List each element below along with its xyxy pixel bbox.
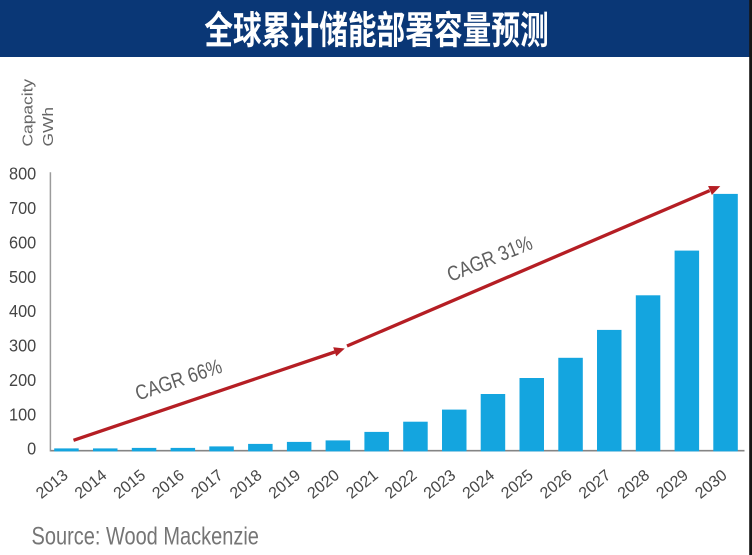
svg-text:0: 0 xyxy=(27,438,36,459)
svg-text:GWh: GWh xyxy=(41,107,56,147)
svg-text:300: 300 xyxy=(9,335,36,356)
svg-text:100: 100 xyxy=(9,404,36,425)
svg-text:400: 400 xyxy=(9,300,36,321)
svg-text:500: 500 xyxy=(9,266,36,287)
svg-text:700: 700 xyxy=(9,197,36,218)
svg-text:800: 800 xyxy=(9,163,36,184)
svg-text:600: 600 xyxy=(9,232,36,253)
svg-text:Source: Wood Mackenzie: Source: Wood Mackenzie xyxy=(32,523,259,551)
svg-text:Capacity: Capacity xyxy=(21,79,36,147)
svg-text:200: 200 xyxy=(9,369,36,390)
